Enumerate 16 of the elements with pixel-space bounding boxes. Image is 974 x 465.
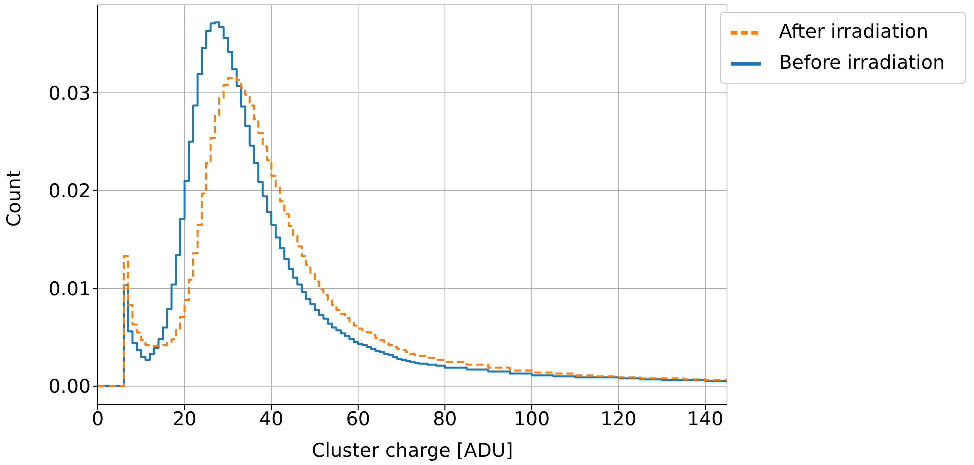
x-axis-title: Cluster charge [ADU] <box>312 440 514 462</box>
x-tick-label: 0 <box>92 408 104 430</box>
x-tick-label: 20 <box>172 408 197 430</box>
x-tick-label: 120 <box>600 408 637 430</box>
y-tick-label: 0.03 <box>48 82 91 105</box>
y-tick-label: 0.00 <box>48 376 91 398</box>
y-axis-title: Count <box>4 170 26 227</box>
x-tick-label: 100 <box>514 408 550 430</box>
x-tick-label: 40 <box>259 408 284 430</box>
x-tick-label: 60 <box>346 408 370 430</box>
y-tick-label: 0.01 <box>48 278 91 300</box>
legend-label: Before irradiation <box>779 52 945 74</box>
y-tick-label: 0.02 <box>48 180 91 203</box>
legend-label: After irradiation <box>779 21 929 43</box>
x-tick-label: 80 <box>433 408 458 430</box>
x-tick-label: 140 <box>687 408 724 430</box>
